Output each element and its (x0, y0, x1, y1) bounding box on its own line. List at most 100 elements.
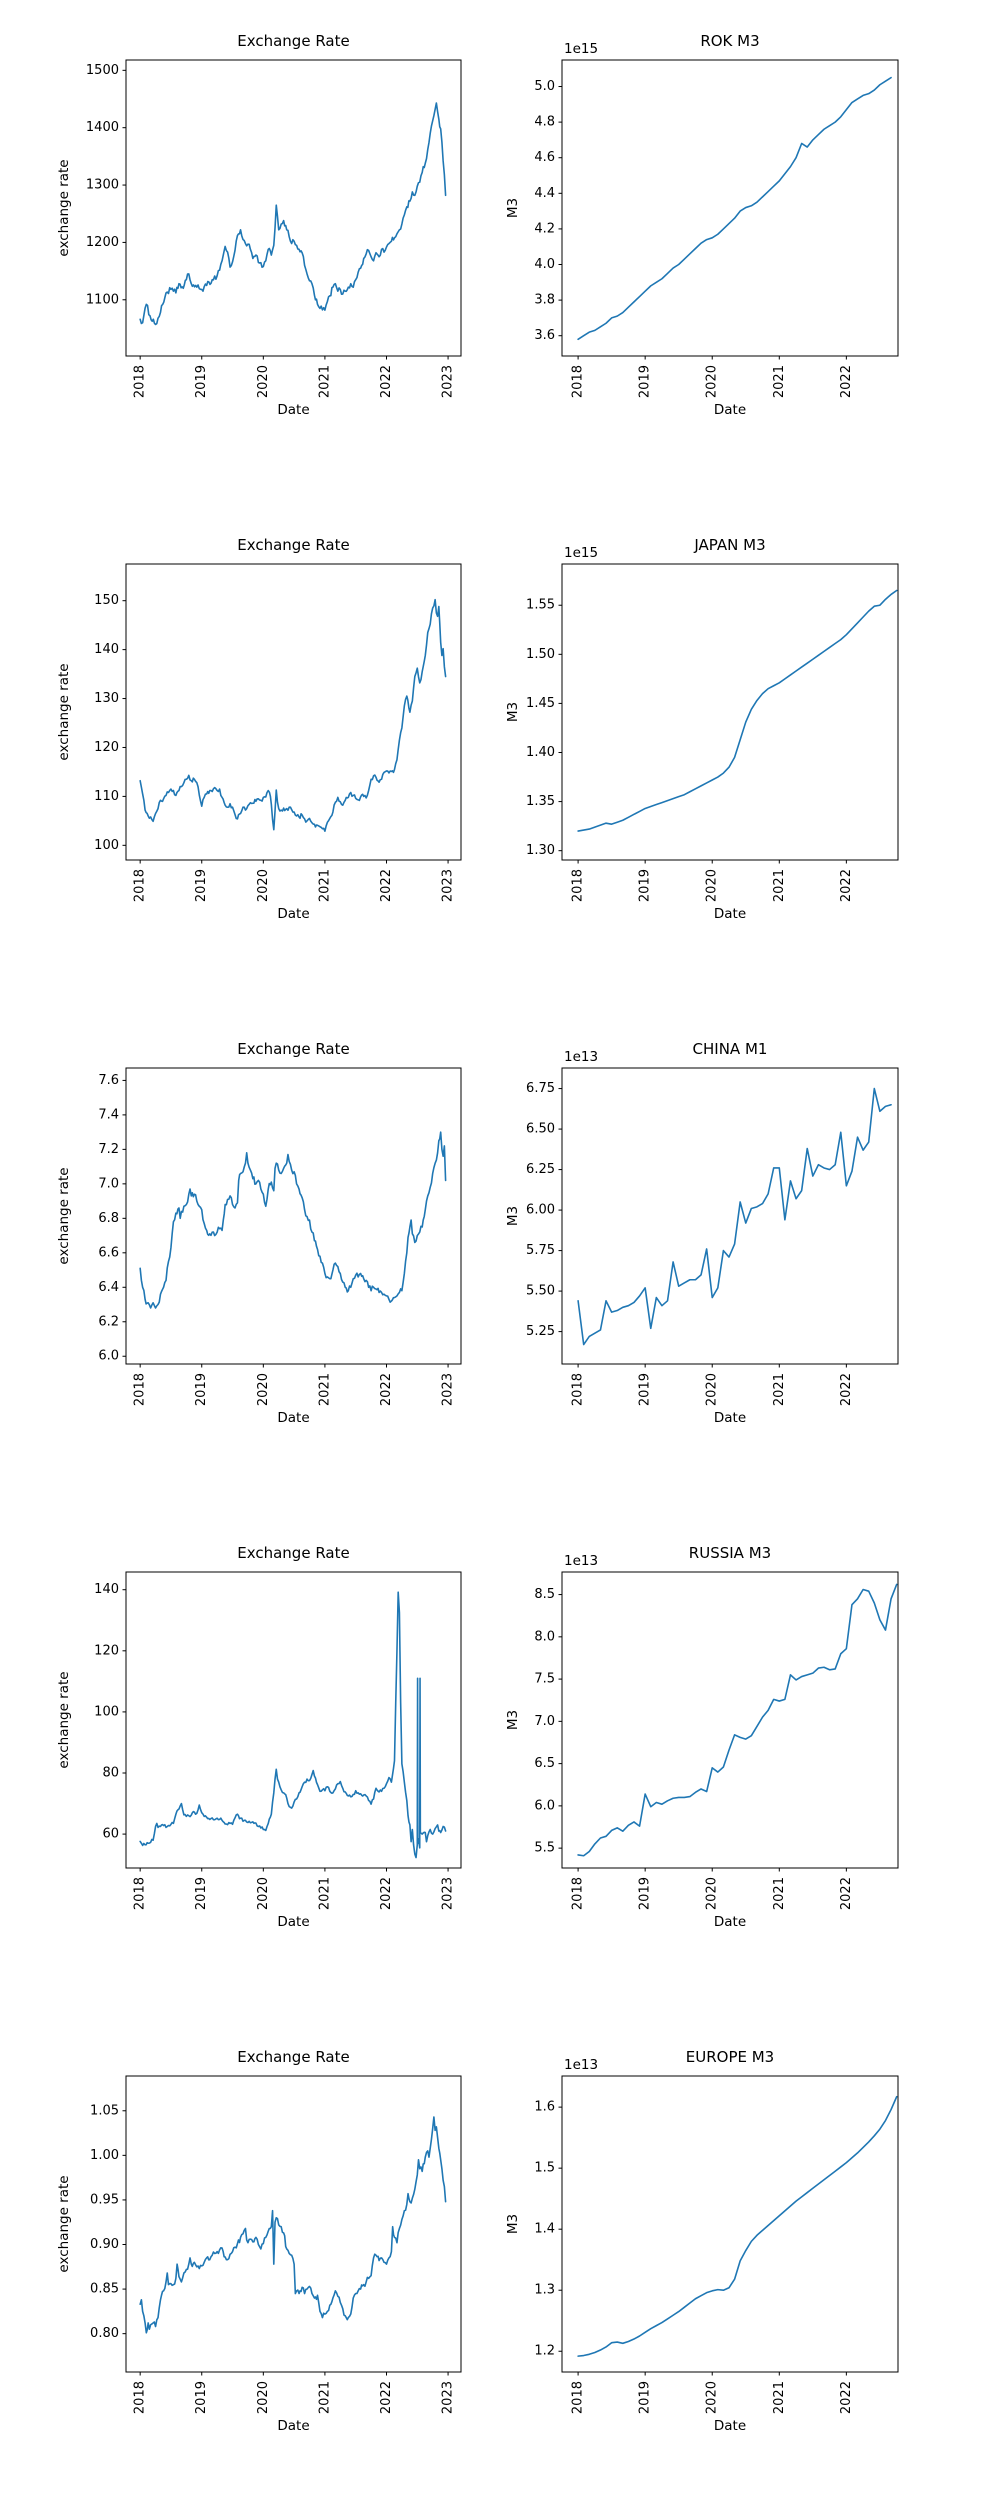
y-tick-label: 6.75 (526, 1081, 555, 1096)
y-tick-label: 1.40 (526, 745, 555, 760)
japan-m3-offset-label: 1e15 (564, 545, 598, 561)
axes-japan-m3: 1.30 1.35 1.40 1.45 1.50 1.55 2018 2019 2020 2021… (526, 563, 899, 902)
x-tick-label: 2018 (571, 869, 586, 902)
rok-m3-ylabel: M3 (505, 198, 521, 218)
russia-m3-xlabel: Date (714, 1914, 746, 1930)
exchange-rate-eur-ylabel: exchange rate (56, 2175, 72, 2272)
china-m1-line (577, 1087, 892, 1346)
russia-m3-ylabel: M3 (505, 1710, 521, 1730)
x-tick-label: 2020 (705, 2381, 720, 2414)
y-tick-label: 100 (94, 838, 119, 853)
y-tick-label: 6.2 (98, 1314, 119, 1329)
y-tick-label: 1.30 (526, 843, 555, 858)
x-tick-label: 2022 (379, 1877, 394, 1910)
x-tick-label: 2023 (441, 365, 456, 398)
x-tick-label: 2020 (256, 869, 271, 902)
y-tick-label: 7.6 (98, 1073, 119, 1088)
x-tick-label: 2022 (839, 1877, 854, 1910)
plot-frame (125, 1067, 462, 1365)
x-tick-label: 2020 (705, 365, 720, 398)
china-m1-ylabel: M3 (505, 1206, 521, 1226)
x-tick-label: 2021 (772, 365, 787, 398)
x-tick-label: 2023 (441, 2381, 456, 2414)
y-tick-label: 5.50 (526, 1284, 555, 1299)
axes-china-m1: 5.25 5.50 5.75 6.00 6.25 6.50 6.75 2018 2019 2020… (526, 1067, 899, 1406)
y-tick-label: 1.45 (526, 696, 555, 711)
y-tick-label: 5.25 (526, 1324, 555, 1339)
plot-frame (561, 59, 899, 357)
plot-frame (561, 563, 899, 861)
y-tick-label: 60 (102, 1827, 119, 1842)
chart-panel-japan-m3: 1.30 1.35 1.40 1.45 1.50 1.55 2018 2019 2020 2021… (500, 504, 1000, 1008)
y-tick-label: 7.0 (534, 1714, 555, 1729)
x-tick-label: 2020 (705, 1877, 720, 1910)
axes-exchange-rate-jpy: 100 110 120 130 140 150 2018 2019 2020 2021 2022 20… (94, 563, 462, 902)
y-tick-label: 1.5 (534, 2161, 555, 2176)
exchange-rate-eur-title: Exchange Rate (237, 2048, 349, 2066)
x-tick-label: 2022 (379, 2381, 394, 2414)
x-tick-label: 2023 (441, 1877, 456, 1910)
x-tick-label: 2022 (379, 1373, 394, 1406)
exchange-rate-krw-title: Exchange Rate (237, 32, 349, 50)
exchange-rate-rub-chart: 60 80 100 120 140 2018 2019 2020 2021 2022 2023 Exc… (56, 1544, 462, 1930)
europe-m3-offset-label: 1e13 (564, 2057, 598, 2073)
y-tick-label: 0.80 (90, 2326, 119, 2341)
y-tick-label: 8.5 (534, 1587, 555, 1602)
x-tick-label: 2018 (133, 869, 148, 902)
x-tick-label: 2023 (441, 1373, 456, 1406)
x-tick-label: 2020 (705, 1373, 720, 1406)
x-tick-label: 2018 (133, 1877, 148, 1910)
y-tick-label: 5.5 (534, 1841, 555, 1856)
europe-m3-ylabel: M3 (505, 2214, 521, 2234)
x-tick-label: 2021 (317, 2381, 332, 2414)
y-tick-label: 7.5 (534, 1672, 555, 1687)
x-tick-label: 2018 (571, 1877, 586, 1910)
y-tick-label: 0.90 (90, 2237, 119, 2252)
y-tick-label: 1300 (86, 178, 119, 193)
exchange-rate-cny-line (139, 1131, 447, 1309)
y-tick-label: 100 (94, 1704, 119, 1719)
exchange-rate-rub-xlabel: Date (277, 1914, 309, 1930)
russia-m3-line (577, 1583, 898, 1857)
y-tick-label: 120 (94, 740, 119, 755)
axes-rok-m3: 3.6 3.8 4.0 4.2 4.4 4.6 4.8 5.0 2018 2019 2020 2021… (534, 59, 899, 398)
x-tick-label: 2018 (571, 1373, 586, 1406)
rok-m3-line (577, 76, 892, 341)
y-tick-label: 1.35 (526, 794, 555, 809)
exchange-rate-rub-ylabel: exchange rate (56, 1671, 72, 1768)
y-tick-label: 130 (94, 691, 119, 706)
y-tick-label: 4.6 (534, 150, 555, 165)
russia-m3-offset-label: 1e13 (564, 1553, 598, 1569)
y-tick-label: 120 (94, 1643, 119, 1658)
axes-exchange-rate-krw: 1100 1200 1300 1400 1500 2018 2019 2020 2021 2022… (86, 59, 462, 398)
x-tick-label: 2021 (772, 1373, 787, 1406)
x-tick-label: 2019 (194, 1877, 209, 1910)
y-tick-label: 1200 (86, 235, 119, 250)
x-tick-label: 2022 (379, 365, 394, 398)
y-tick-label: 3.6 (534, 328, 555, 343)
y-tick-label: 4.8 (534, 115, 555, 130)
y-tick-label: 1.55 (526, 598, 555, 613)
y-tick-label: 1100 (86, 292, 119, 307)
x-tick-label: 2018 (133, 365, 148, 398)
china-m1-offset-label: 1e13 (564, 1049, 598, 1065)
x-tick-label: 2020 (256, 365, 271, 398)
x-tick-label: 2021 (772, 869, 787, 902)
exchange-rate-eur-chart: 0.80 0.85 0.90 0.95 1.00 1.05 2018 2019 2020 2021… (56, 2048, 462, 2434)
y-tick-label: 6.6 (98, 1245, 119, 1260)
axes-exchange-rate-cny: 6.0 6.2 6.4 6.6 6.8 7.0 7.2 7.4 7.6 2018 2019 2020 2… (98, 1067, 462, 1406)
chart-panel-exchange-rate-rub: 60 80 100 120 140 2018 2019 2020 2021 2022 2023 Exc… (0, 1512, 500, 2016)
exchange-rate-rub-title: Exchange Rate (237, 1544, 349, 1562)
x-tick-label: 2019 (638, 2381, 653, 2414)
plot-frame (125, 1571, 462, 1869)
y-tick-label: 1500 (86, 63, 119, 78)
x-tick-label: 2020 (256, 1877, 271, 1910)
x-tick-label: 2019 (194, 1373, 209, 1406)
china-m1-xlabel: Date (714, 1410, 746, 1426)
exchange-rate-jpy-line (139, 598, 447, 832)
y-tick-label: 6.00 (526, 1203, 555, 1218)
y-tick-label: 3.8 (534, 293, 555, 308)
x-tick-label: 2018 (133, 2381, 148, 2414)
chart-panel-exchange-rate-krw: 1100 1200 1300 1400 1500 2018 2019 2020 2021 2022… (0, 0, 500, 504)
